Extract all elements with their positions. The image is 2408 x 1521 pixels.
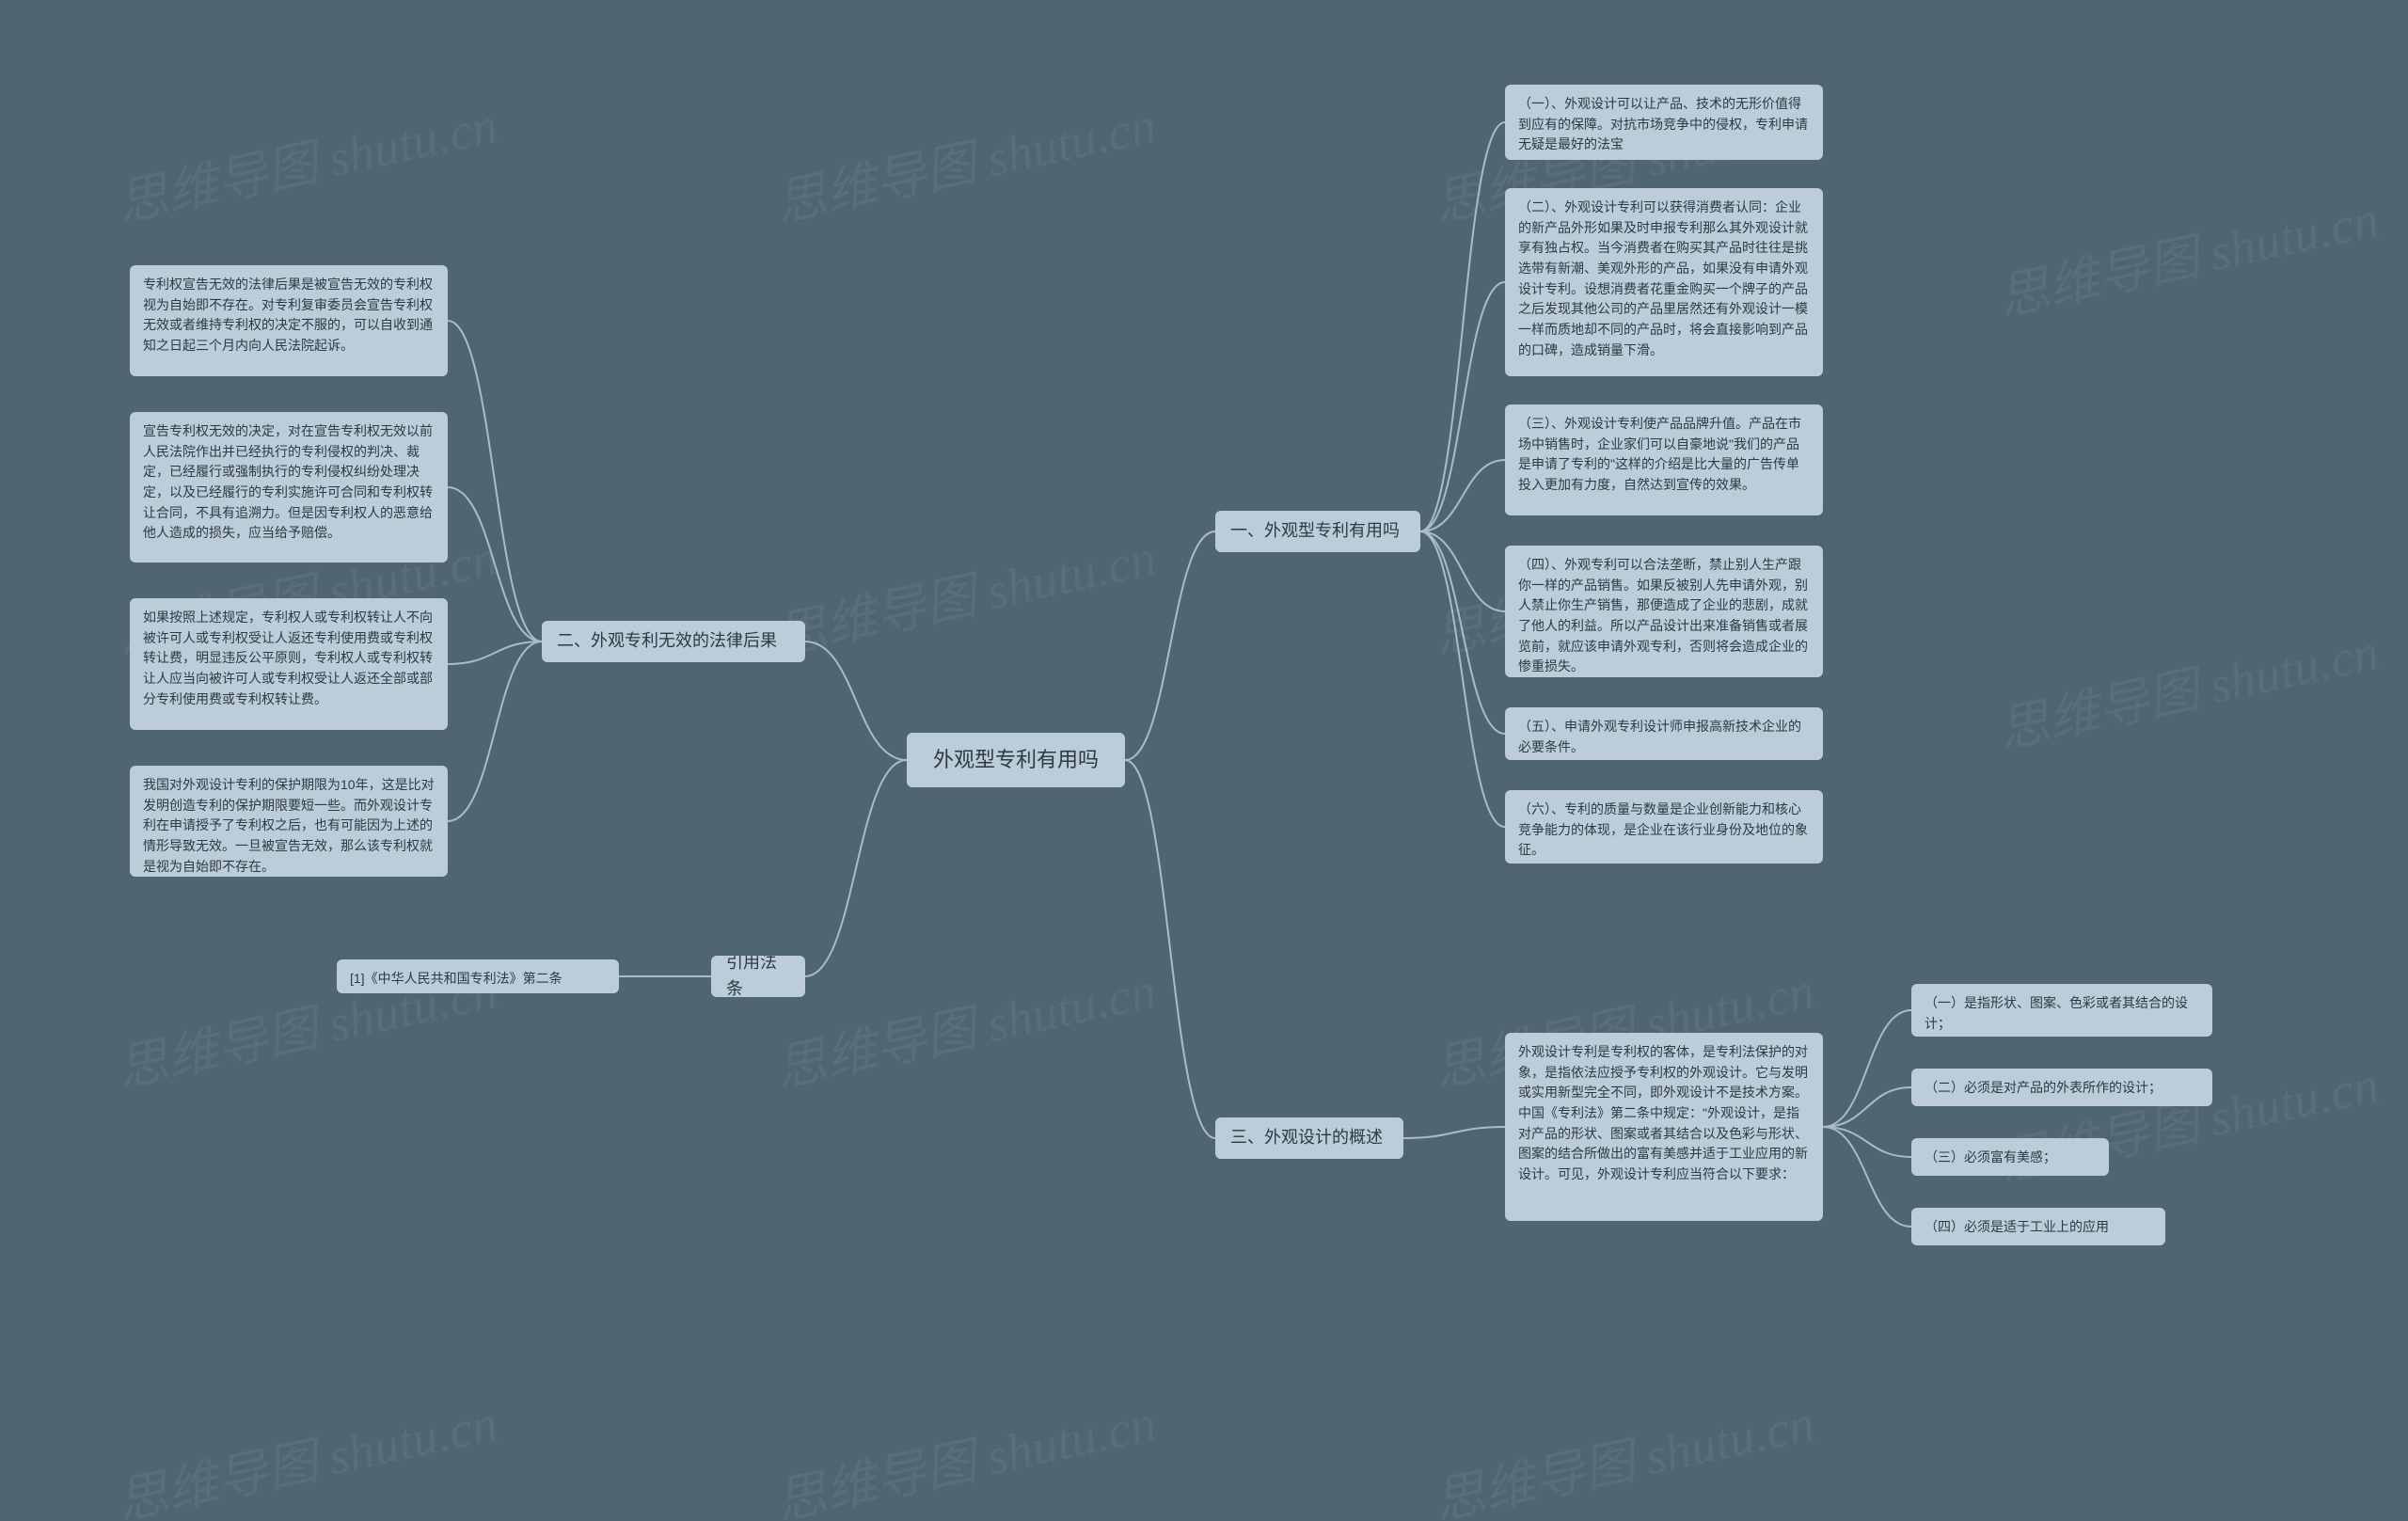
leaf-node: （三）、外观设计专利使产品品牌升值。产品在市场中销售时，企业家们可以自豪地说"我… — [1505, 404, 1823, 515]
watermark: 思维导图 shutu.cn — [109, 1381, 502, 1521]
branch-node: 二、外观专利无效的法律后果 — [542, 621, 805, 662]
leaf-node: （一）是指形状、图案、色彩或者其结合的设计； — [1911, 984, 2212, 1037]
leaf-node: （二）、外观设计专利可以获得消费者认同：企业的新产品外形如果及时申报专利那么其外… — [1505, 188, 1823, 376]
branch-node: 引用法条 — [711, 956, 805, 997]
branch-node: 一、外观型专利有用吗 — [1215, 511, 1420, 552]
leaf-node: （四）必须是适于工业上的应用 — [1911, 1208, 2165, 1245]
mindmap-canvas: 思维导图 shutu.cn 思维导图 shutu.cn 思维导图 shutu.cn 思… — [0, 0, 2408, 1521]
watermark: 思维导图 shutu.cn — [1990, 610, 2384, 763]
leaf-node: （一）、外观设计可以让产品、技术的无形价值得到应有的保障。对抗市场竞争中的侵权，… — [1505, 85, 1823, 160]
leaf-node: （四）、外观专利可以合法垄断，禁止别人生产跟你一样的产品销售。如果反被别人先申请… — [1505, 546, 1823, 677]
leaf-node: （二）必须是对产品的外表所作的设计； — [1911, 1069, 2212, 1106]
leaf-node: （五）、申请外观专利设计师申报高新技术企业的必要条件。 — [1505, 707, 1823, 760]
leaf-node: （六）、专利的质量与数量是企业创新能力和核心竞争能力的体现，是企业在该行业身份及… — [1505, 790, 1823, 863]
leaf-node: 我国对外观设计专利的保护期限为10年，这是比对发明创造专利的保护期限要短一些。而… — [130, 766, 448, 877]
leaf-node: 专利权宣告无效的法律后果是被宣告无效的专利权视为自始即不存在。对专利复审委员会宣… — [130, 265, 448, 376]
watermark: 思维导图 shutu.cn — [768, 83, 1161, 236]
watermark: 思维导图 shutu.cn — [768, 948, 1161, 1101]
leaf-node: [1]《中华人民共和国专利法》第二条 — [337, 959, 619, 993]
watermark: 思维导图 shutu.cn — [1990, 177, 2384, 330]
leaf-node: 如果按照上述规定，专利权人或专利权转让人不向被许可人或专利权受让人返还专利使用费… — [130, 598, 448, 730]
leaf-node: （三）必须富有美感； — [1911, 1138, 2109, 1176]
branch-node: 三、外观设计的概述 — [1215, 1117, 1403, 1159]
leaf-node: 外观设计专利是专利权的客体，是专利法保护的对象，是指依法应授予专利权的外观设计。… — [1505, 1033, 1823, 1221]
leaf-node: 宣告专利权无效的决定，对在宣告专利权无效以前人民法院作出并已经执行的专利侵权的判… — [130, 412, 448, 562]
watermark: 思维导图 shutu.cn — [109, 83, 502, 236]
watermark: 思维导图 shutu.cn — [1426, 1381, 1819, 1521]
watermark: 思维导图 shutu.cn — [768, 1381, 1161, 1521]
watermark: 思维导图 shutu.cn — [768, 515, 1161, 669]
root-node: 外观型专利有用吗 — [907, 733, 1125, 787]
